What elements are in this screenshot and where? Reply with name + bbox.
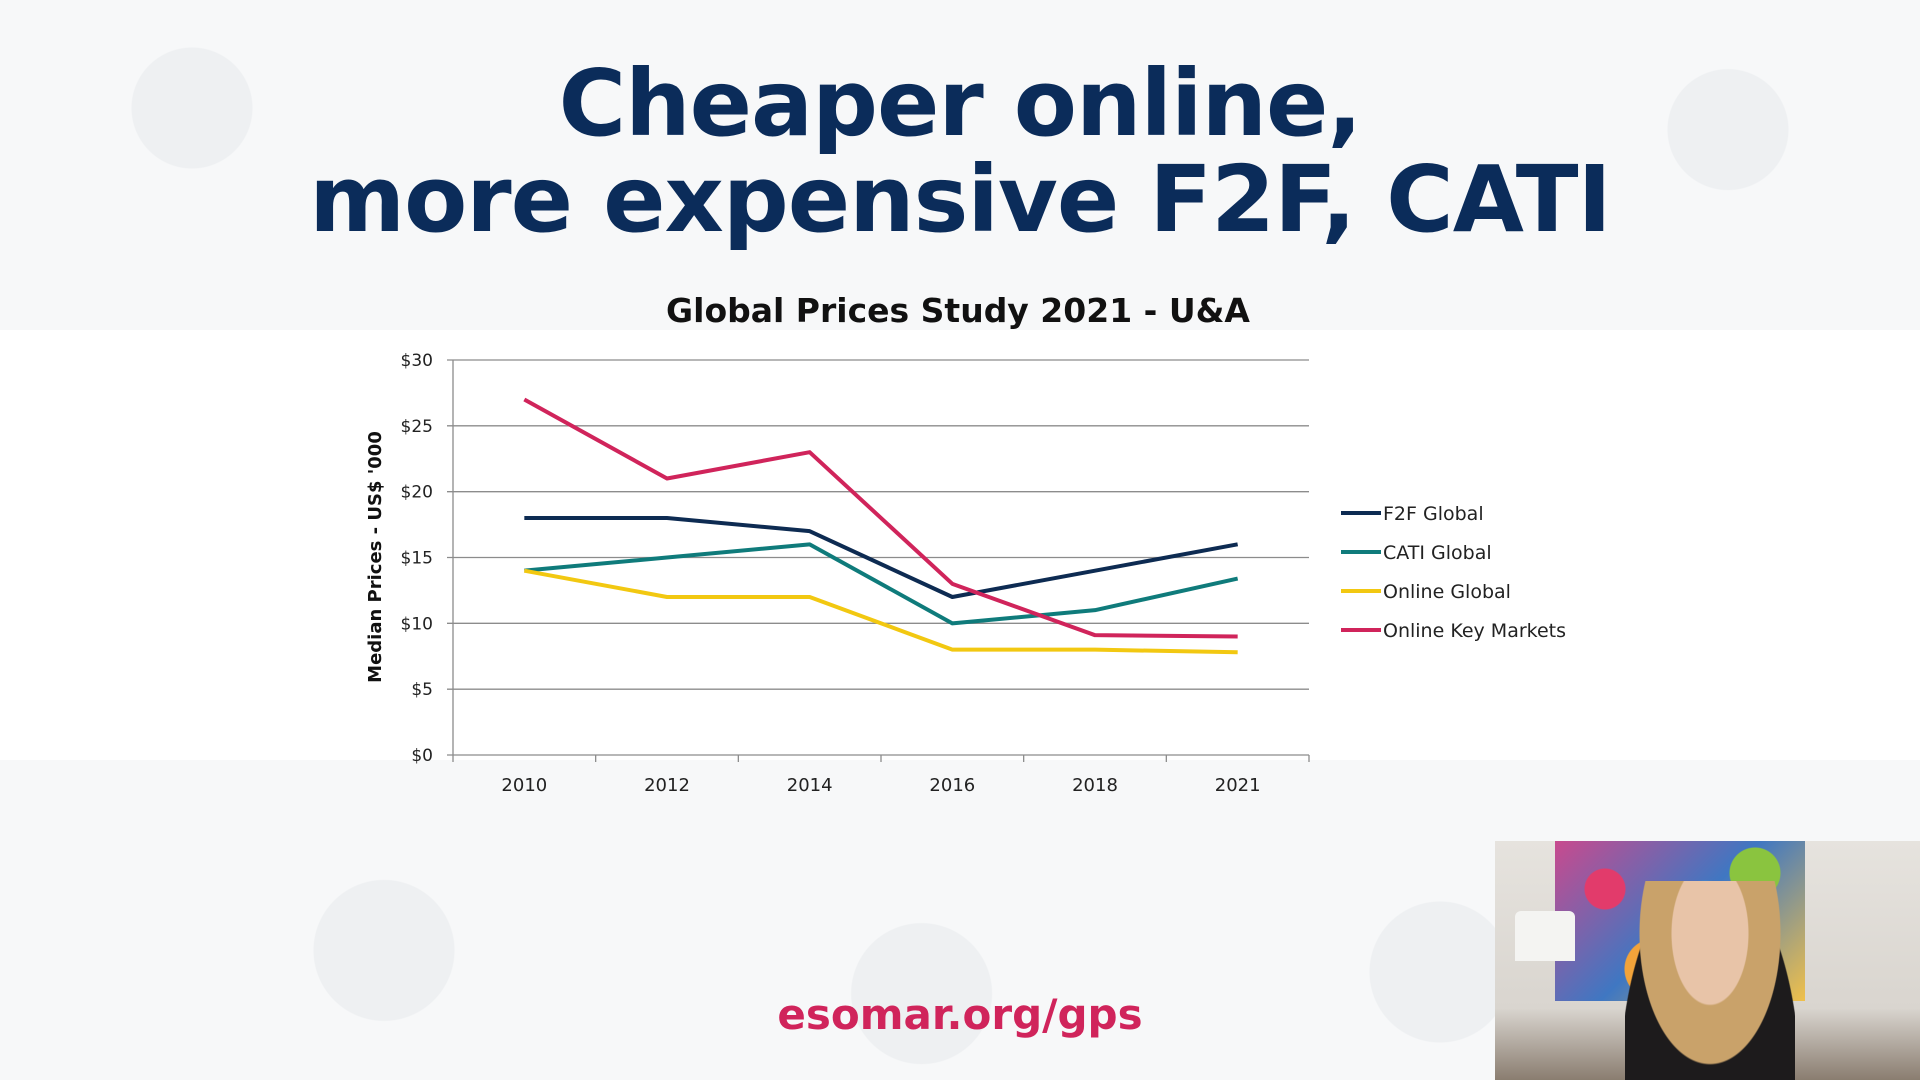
legend-label: Online Key Markets: [1383, 620, 1566, 642]
x-tick-label: 2021: [1215, 775, 1261, 796]
legend-label: Online Global: [1383, 581, 1511, 603]
y-tick-label: $25: [401, 417, 433, 437]
slide-title-line1: Cheaper online,: [558, 50, 1363, 157]
series-line-online-global: [523, 568, 1238, 655]
chart-title: Global Prices Study 2021 - U&A: [666, 291, 1250, 330]
x-tick-label: 2012: [644, 775, 690, 796]
presenter: [1625, 881, 1795, 1080]
y-tick-label: $30: [401, 351, 433, 371]
x-tick-label: 2010: [501, 775, 547, 796]
y-axis-label: Median Prices - US$ '000: [365, 431, 386, 683]
webcam-video: [1495, 841, 1920, 1080]
chart-panel: [0, 330, 1920, 760]
y-tick-label: $0: [411, 746, 433, 766]
x-tick-label: 2018: [1072, 775, 1118, 796]
y-tick-label: $5: [411, 680, 433, 700]
y-tick-label: $20: [401, 483, 433, 503]
x-tick-label: 2014: [787, 775, 833, 796]
series-line-cati-global: [524, 542, 1239, 626]
lamp: [1515, 911, 1575, 961]
legend-label: F2F Global: [1383, 503, 1484, 525]
x-tick-label: 2016: [929, 775, 975, 796]
footer-link[interactable]: esomar.org/gps: [777, 990, 1143, 1039]
legend-label: CATI Global: [1383, 542, 1492, 564]
slide-title-line2: more expensive F2F, CATI: [309, 146, 1612, 253]
y-tick-label: $15: [401, 549, 433, 569]
series-line-f2f-global: [524, 516, 1239, 599]
series-line-online-key-markets: [523, 397, 1238, 639]
y-tick-label: $10: [401, 614, 433, 634]
